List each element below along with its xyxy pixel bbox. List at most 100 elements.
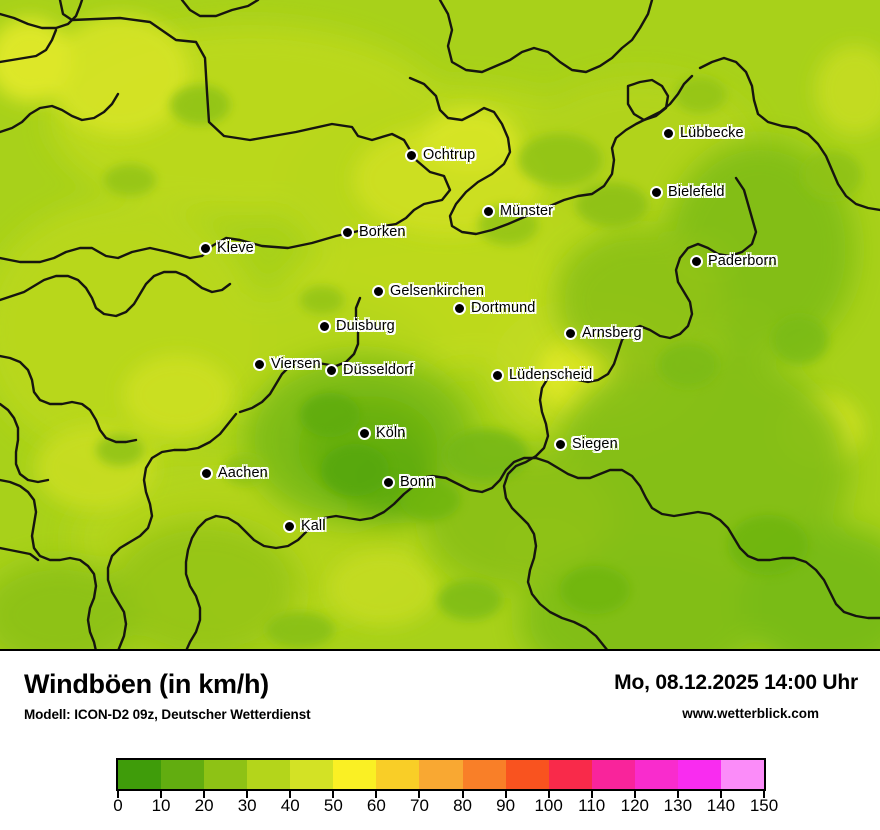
site-url: www.wetterblick.com <box>682 706 819 721</box>
colorbar-swatch-70-80 <box>419 760 463 789</box>
city-dot-icon <box>325 363 338 377</box>
city-marker: Bonn <box>382 474 434 490</box>
colorbar-swatch-110-120 <box>591 760 635 789</box>
colorbar-tick-label: 50 <box>323 796 343 815</box>
city-dot-icon <box>662 126 675 140</box>
colorbar-tick-label: 30 <box>237 796 257 815</box>
colorbar-tick-label: 150 <box>749 796 779 815</box>
colorbar-tick-label: 120 <box>620 796 649 815</box>
city-marker: Siegen <box>554 436 618 452</box>
city-dot-icon <box>283 519 296 533</box>
city-dot-icon <box>372 284 385 298</box>
city-label: Paderborn <box>708 253 777 269</box>
colorbar-tick <box>289 791 292 798</box>
city-label: Münster <box>500 203 554 219</box>
colorbar-tick-label: 100 <box>534 796 563 815</box>
city-dot-icon <box>382 475 395 489</box>
city-label: Köln <box>376 425 406 441</box>
city-marker: Lübbecke <box>662 125 744 141</box>
colorbar-swatch-20-30 <box>204 760 248 789</box>
city-label: Bonn <box>400 474 435 490</box>
colorbar-tick-label: 60 <box>366 796 386 815</box>
colorbar-tick-label: 90 <box>496 796 516 815</box>
city-marker: Kleve <box>199 240 254 256</box>
weather-map[interactable]: Lübbecke Ochtrup Bielefeld Münster Borke… <box>0 0 880 651</box>
colorbar-swatch-90-100 <box>505 760 549 789</box>
colorbar-tick <box>375 791 378 798</box>
colorbar-tick-labels: 0 10 20 30 40 50 60 70 80 90 100 110 120 130 140 150 <box>113 796 778 820</box>
city-dot-icon <box>491 368 504 382</box>
city-marker: Paderborn <box>690 253 777 269</box>
page-title: Windböen (in km/h) <box>24 669 269 699</box>
city-marker: Köln <box>358 425 405 441</box>
map-bottom-divider <box>0 649 880 651</box>
city-dot-icon <box>453 301 466 315</box>
city-label: Aachen <box>218 465 268 481</box>
colorbar-tick-label: 10 <box>151 796 171 815</box>
colorbar-tick <box>246 791 249 798</box>
city-dot-icon <box>200 466 213 480</box>
city-dot-icon <box>554 437 567 451</box>
city-marker: Kall <box>283 518 326 534</box>
city-dot-icon <box>650 185 663 199</box>
city-dot-icon <box>482 204 495 218</box>
timestamp-block: Mo, 08.12.2025 14:00 Uhr www.wetterblick… <box>614 671 858 721</box>
gust-field-raster <box>0 0 880 651</box>
colorbar-tick <box>461 791 464 798</box>
city-label: Ochtrup <box>423 147 476 163</box>
city-label: Siegen <box>572 436 618 452</box>
colorbar-swatches <box>116 758 766 791</box>
colorbar-tick <box>763 791 765 798</box>
colorbar-tick <box>203 791 206 798</box>
colorbar-swatch-0-10 <box>118 760 162 789</box>
city-marker: Arnsberg <box>564 325 642 341</box>
colorbar-swatch-120-130 <box>634 760 678 789</box>
colorbar-tick-label: 140 <box>706 796 736 815</box>
city-label: Duisburg <box>336 318 395 334</box>
city-marker: Münster <box>482 203 553 219</box>
model-subtitle: Modell: ICON-D2 09z, Deutscher Wetterdie… <box>24 707 311 723</box>
city-marker: Borken <box>341 224 406 240</box>
city-label: Bielefeld <box>668 184 725 200</box>
colorbar-swatch-40-50 <box>290 760 334 789</box>
colorbar-tick <box>590 791 593 798</box>
colorbar-tick-label: 80 <box>453 796 472 815</box>
colorbar-tick <box>332 791 335 798</box>
colorbar-swatch-60-70 <box>376 760 420 789</box>
city-dot-icon <box>341 225 354 239</box>
city-marker: Aachen <box>200 465 268 481</box>
city-label: Borken <box>359 224 406 240</box>
city-dot-icon <box>199 241 212 255</box>
colorbar-tick <box>719 791 722 798</box>
colorbar-tick-label: 130 <box>663 796 693 815</box>
city-label: Lübbecke <box>680 125 744 141</box>
city-label: Gelsenkirchen <box>390 283 484 299</box>
city-dot-icon <box>253 357 266 371</box>
colorbar-swatch-130-140 <box>677 760 721 789</box>
colorbar-swatch-140-150 <box>720 760 764 789</box>
city-marker: Gelsenkirchen <box>372 283 484 299</box>
city-label: Düsseldorf <box>343 362 414 378</box>
colorbar-tick-label: 0 <box>113 796 123 815</box>
colorbar-tick <box>633 791 636 798</box>
colorbar-tick <box>117 791 119 798</box>
colorbar-tick-label: 20 <box>194 796 214 815</box>
colorbar-tick <box>504 791 507 798</box>
colorbar-ticks <box>116 791 766 798</box>
colorbar-tick <box>160 791 163 798</box>
colorbar-swatch-80-90 <box>462 760 506 789</box>
title-block: Windböen (in km/h) Modell: ICON-D2 09z, … <box>24 669 311 723</box>
city-marker: Bielefeld <box>650 184 725 200</box>
colorbar-swatch-50-60 <box>333 760 377 789</box>
colorbar-swatch-30-40 <box>247 760 291 789</box>
city-label: Viersen <box>271 356 321 372</box>
city-marker: Lüdenscheid <box>491 367 592 383</box>
map-footer: Windböen (in km/h) Modell: ICON-D2 09z, … <box>0 651 880 830</box>
colorbar-tick <box>676 791 679 798</box>
colorbar-swatch-10-20 <box>161 760 205 789</box>
city-dot-icon <box>405 148 418 162</box>
city-label-layer: Lübbecke Ochtrup Bielefeld Münster Borke… <box>199 125 777 534</box>
city-label: Kleve <box>217 240 254 256</box>
city-label: Dortmund <box>471 300 536 316</box>
